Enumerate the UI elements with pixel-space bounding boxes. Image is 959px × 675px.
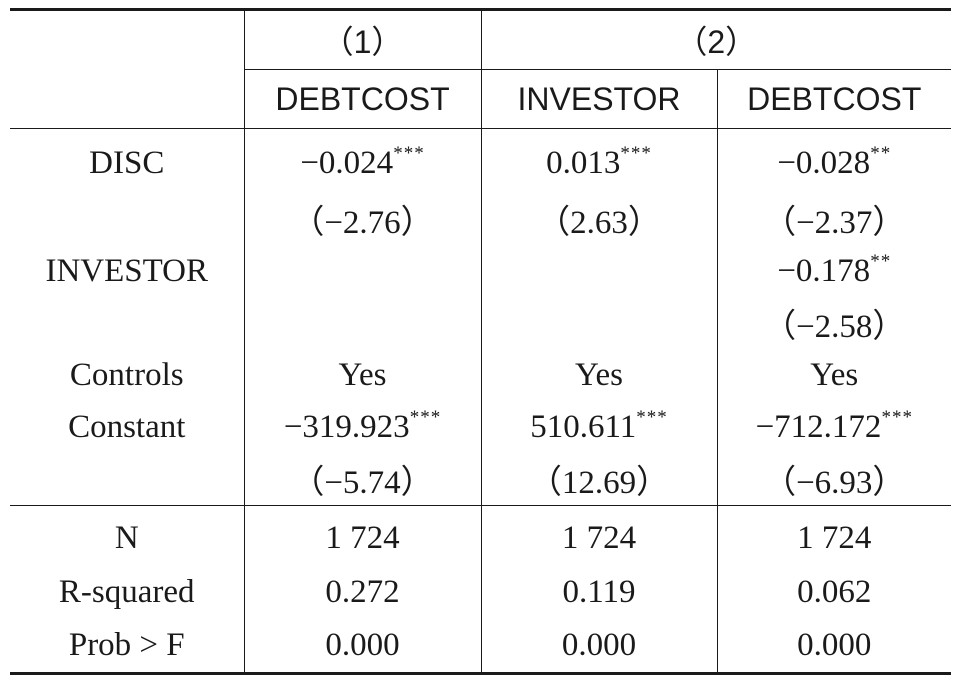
- table-row-n: N 1 724 1 724 1 724: [10, 505, 951, 566]
- coef-value: −0.024: [300, 144, 394, 181]
- value-cell: 0.000: [716, 619, 951, 674]
- tstat-cell: （12.69）: [480, 453, 717, 506]
- value-cell: 0.000: [480, 619, 717, 674]
- table-row-investor: INVESTOR −0.178**: [10, 245, 951, 297]
- tstat-cell: （−2.76）: [243, 193, 481, 245]
- coef-cell: 510.611***: [480, 401, 717, 453]
- coef-value: 0.013: [546, 144, 621, 181]
- header-col-debtcost-2: DEBTCOST: [716, 69, 951, 129]
- value-cell: Yes: [243, 349, 481, 401]
- significance-stars: ***: [393, 142, 425, 164]
- value-cell: 0.119: [480, 566, 717, 619]
- value-cell: 1 724: [716, 505, 951, 566]
- header-group-1: （1）: [243, 9, 481, 70]
- header-col-investor: INVESTOR: [480, 69, 717, 129]
- tstat-cell: （−2.58）: [716, 297, 951, 349]
- row-label: INVESTOR: [45, 252, 209, 289]
- header-column-row: DEBTCOST INVESTOR DEBTCOST: [10, 69, 951, 129]
- row-label: R-squared: [58, 574, 195, 610]
- header-col-debtcost-1: DEBTCOST: [243, 69, 481, 129]
- coef-cell: −319.923***: [243, 401, 481, 453]
- value-cell: 1 724: [480, 505, 717, 566]
- coef-value: −0.028: [777, 144, 871, 181]
- row-label: Controls: [69, 356, 184, 393]
- value-cell: 1 724: [243, 505, 481, 566]
- coef-cell: −712.172***: [716, 401, 951, 453]
- significance-stars: ***: [409, 406, 442, 428]
- row-label: Prob > F: [68, 627, 185, 663]
- row-label: N: [10, 505, 244, 566]
- tstat-cell: （−6.93）: [716, 453, 951, 506]
- coef-cell: 0.013***: [480, 128, 717, 193]
- regression-table: （1） （2） DEBTCOST INVESTOR DEBTCOST DISC …: [10, 8, 951, 675]
- header-group-2: （2）: [480, 9, 951, 70]
- value-cell: Yes: [480, 349, 717, 401]
- row-label: Constant: [68, 408, 186, 445]
- header-empty-cell: [10, 10, 244, 129]
- significance-stars: ***: [636, 406, 668, 428]
- significance-stars: **: [870, 142, 892, 164]
- value-cell: Yes: [716, 349, 951, 401]
- table-row-investor-tstat: （−2.58）: [10, 297, 951, 349]
- coef-value: −0.178: [777, 252, 871, 289]
- table-row-disc-tstat: （−2.76） （2.63） （−2.37）: [10, 193, 951, 245]
- header-group-row: （1） （2）: [10, 9, 951, 70]
- tstat-cell: （2.63）: [480, 193, 717, 245]
- coef-cell: −0.178**: [716, 245, 951, 297]
- coef-value: −319.923: [283, 408, 410, 445]
- significance-stars: ***: [881, 406, 913, 428]
- coef-value: 510.611: [530, 408, 637, 445]
- coef-cell: −0.024***: [243, 128, 481, 193]
- table-row-disc: DISC −0.024*** 0.013*** −0.028**: [10, 128, 951, 193]
- tstat-cell: （−2.37）: [716, 193, 951, 245]
- coef-cell: −0.028**: [716, 128, 951, 193]
- table-row-probf: Prob > F 0.000 0.000 0.000: [10, 619, 951, 674]
- value-cell: 0.000: [243, 619, 481, 674]
- table-row-constant-tstat: （−5.74） （12.69） （−6.93）: [10, 453, 951, 506]
- significance-stars: **: [870, 250, 892, 272]
- value-cell: 0.272: [243, 566, 481, 619]
- tstat-cell: （−5.74）: [243, 453, 481, 506]
- row-label: DISC: [10, 128, 244, 193]
- table-row-rsquared: R-squared 0.272 0.119 0.062: [10, 566, 951, 619]
- value-cell: 0.062: [716, 566, 951, 619]
- table-row-controls: Controls Yes Yes Yes: [10, 349, 951, 401]
- coef-value: −712.172: [755, 408, 882, 445]
- significance-stars: ***: [620, 142, 652, 164]
- table-row-constant: Constant −319.923*** 510.611*** −712.172…: [10, 401, 951, 453]
